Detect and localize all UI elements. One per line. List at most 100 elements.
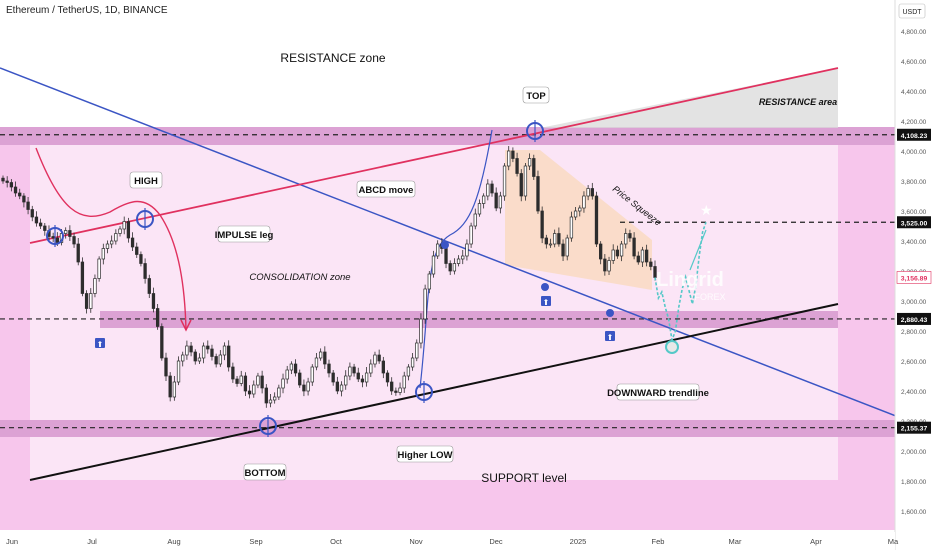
candle-body [356, 372, 360, 380]
candle-body [155, 308, 160, 327]
up-arrow-icon [605, 331, 615, 341]
candle-body [164, 357, 168, 377]
candle-body [176, 360, 181, 383]
candle-body [64, 230, 68, 234]
candle-body [105, 243, 110, 249]
downward-trendline-label: DOWNWARD trendline [607, 388, 709, 399]
candle-body [227, 345, 231, 368]
y-tick-label: 2,000.00 [901, 449, 927, 456]
candle-body [55, 237, 59, 243]
candle-body [76, 243, 80, 263]
candle-body [594, 195, 599, 245]
candle-body [331, 372, 335, 383]
candle-body [239, 375, 243, 384]
candle-body [118, 228, 122, 234]
candle-body [632, 237, 636, 257]
candle-body [247, 390, 252, 395]
price-level-tag-label: 2,880.43 [901, 317, 928, 324]
candle-body [51, 236, 55, 239]
candle-body [314, 357, 319, 368]
candle-body [423, 288, 427, 320]
candle-body [30, 209, 34, 218]
candle-body [461, 255, 465, 260]
y-tick-label: 4,400.00 [901, 89, 927, 96]
candle-body [273, 396, 277, 401]
touch-point-dot [541, 283, 549, 291]
candle-body [281, 378, 285, 389]
candle-body [310, 366, 314, 383]
bottom-label-box [243, 463, 287, 481]
candle-body [415, 342, 419, 359]
price-level-tag-label: 2,155.37 [901, 426, 928, 433]
candle-body [231, 366, 235, 380]
candle-body [135, 246, 139, 255]
candle-body [147, 278, 151, 294]
resistance-zone-label: RESISTANCE zone [280, 51, 385, 65]
candle-body [402, 375, 406, 389]
candle-body [189, 345, 193, 353]
candle-body [561, 243, 565, 257]
target-star-icon: ★ [700, 202, 713, 218]
candle-body [1, 177, 5, 182]
support-level-label: SUPPORT level [481, 471, 567, 485]
candle-body [264, 387, 268, 404]
candle-body [448, 263, 452, 272]
candle-body [619, 243, 624, 257]
x-tick-label: Jul [87, 537, 97, 546]
candle-body [507, 150, 511, 167]
candle-body [636, 255, 640, 263]
price-level-tag [896, 271, 932, 284]
candle-body [477, 203, 482, 215]
candle-body [122, 221, 126, 230]
candle-body [210, 348, 214, 357]
consolidation-zone-label: CONSOLIDATION zone [249, 272, 350, 283]
up-arrow-glyph: ⬆ [97, 340, 104, 349]
impulse-leg-label-box [217, 225, 271, 243]
top-label: TOP [526, 91, 546, 102]
price-level-tag [897, 216, 931, 229]
higher-low-label: Higher LOW [398, 450, 453, 461]
candle-body [168, 375, 172, 398]
candle-body [260, 375, 264, 389]
candle-body [473, 213, 477, 227]
y-tick-label: 3,800.00 [901, 179, 927, 186]
candle-body [34, 216, 39, 224]
price-level-tag-label: 4,108.23 [901, 133, 928, 140]
candle-body [218, 354, 222, 365]
currency-box [898, 3, 926, 19]
candle-body [369, 363, 373, 374]
candle-body [394, 390, 398, 393]
up-arrow-glyph: ⬆ [543, 298, 550, 307]
candle-body [222, 345, 227, 356]
candle-body [498, 195, 503, 209]
candle-body [385, 372, 390, 383]
x-tick-label: Jun [6, 537, 18, 546]
candle-body [548, 243, 553, 246]
impulse-arrow-head [180, 319, 192, 332]
candle-body [444, 248, 448, 264]
candle-body [339, 384, 344, 392]
candle-body [348, 366, 352, 377]
candle-body [139, 254, 143, 264]
up-arrow-icon [541, 296, 551, 306]
candle-body [465, 243, 469, 257]
candle-body [565, 237, 569, 257]
support-band [0, 420, 895, 437]
candle-body [490, 183, 494, 194]
abcd-move-label-box [356, 180, 416, 198]
candle-body [160, 326, 164, 359]
candle-body [327, 363, 331, 374]
forecast-path [654, 221, 707, 344]
candle-body [469, 225, 473, 245]
candle-body [97, 258, 101, 279]
candle-body [599, 243, 603, 260]
candle-body [5, 180, 9, 183]
x-tick-label: Oct [330, 537, 343, 546]
candle-body [126, 221, 131, 239]
candle-body [569, 216, 574, 239]
candle-body [306, 381, 310, 392]
candle-body [452, 263, 457, 272]
price-level-tag-label: 3,525.00 [901, 220, 928, 227]
